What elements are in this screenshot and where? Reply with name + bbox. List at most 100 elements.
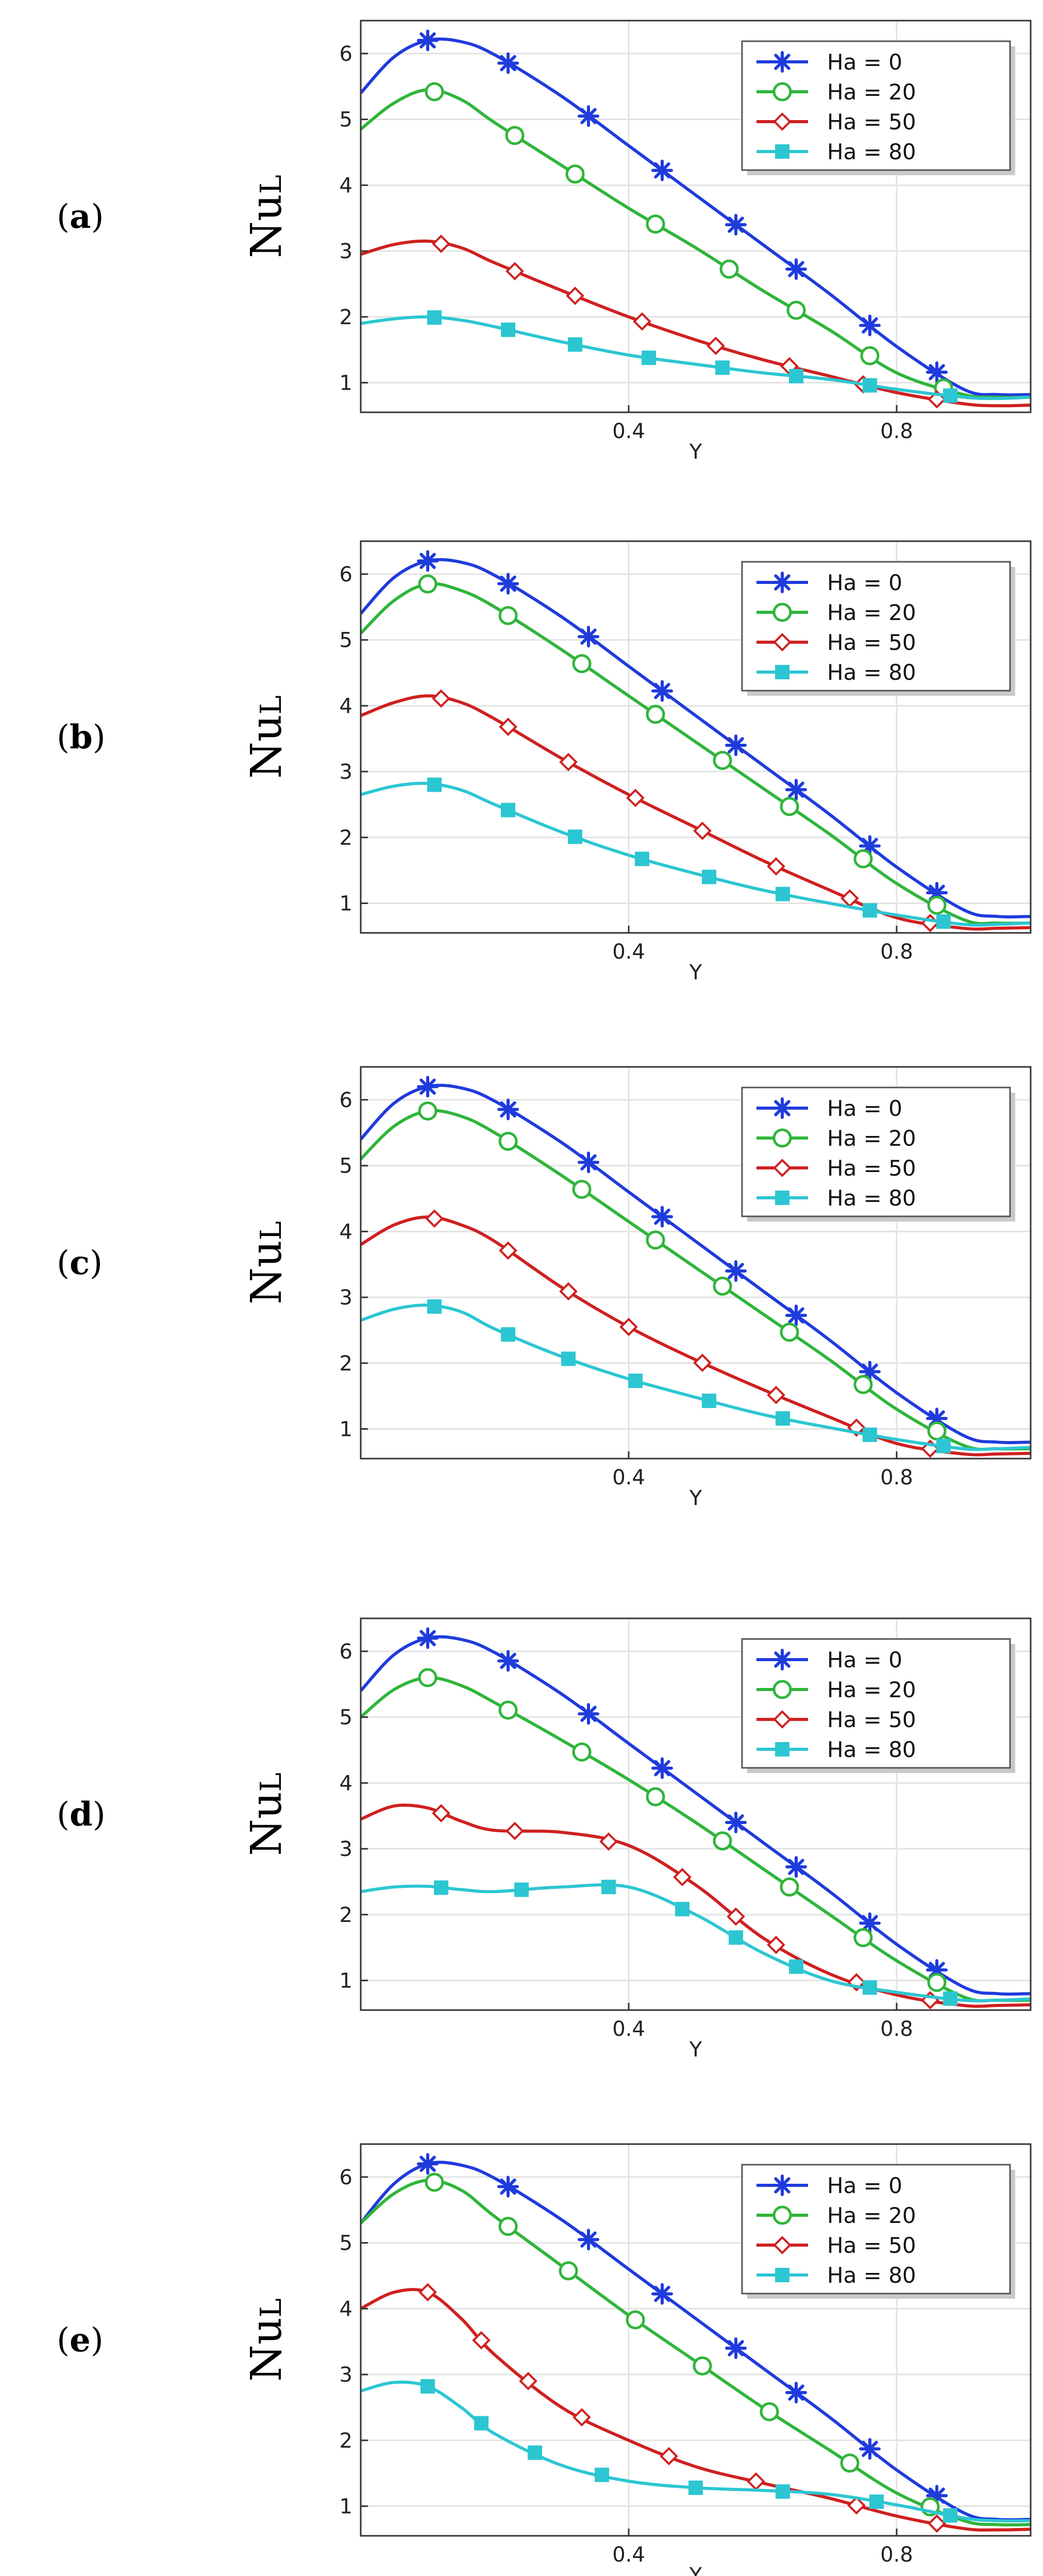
data-point [497,1098,519,1120]
data-point [561,1351,576,1366]
y-tick-label: 6 [340,563,352,587]
data-point [767,1935,785,1954]
data-point [568,829,582,844]
legend-marker [772,2205,792,2225]
legend-marker [771,572,793,593]
data-point [785,2382,807,2404]
data-point [498,1700,518,1720]
legend-entry: Ha = 50 [827,2233,916,2258]
data-point [702,1393,716,1408]
legend-entry: Ha = 20 [827,79,916,105]
data-point [619,1317,638,1336]
data-point [780,1323,799,1342]
data-point [646,214,665,234]
x-tick-label: 0.4 [612,940,645,964]
y-axis-label: NuL [242,1772,291,1856]
data-point [559,2261,578,2281]
data-point [780,1877,799,1897]
data-point [425,1209,444,1228]
series-group [361,1076,1031,1458]
y-tick-label: 2 [340,1352,352,1376]
data-point [572,654,592,674]
y-tick-label: 2 [340,2429,352,2453]
data-point [626,789,645,807]
data-point [693,822,712,840]
data-point [417,29,439,52]
legend-entry: Ha = 0 [827,49,902,75]
data-point [578,2229,599,2251]
data-point [926,361,948,383]
y-axis-label: NuL [242,1221,291,1304]
y-tick-label: 4 [340,694,352,718]
data-point [713,750,732,770]
data-point [633,312,651,331]
data-point [847,2496,866,2515]
data-point [651,1206,673,1228]
y-axis-label: NuL [242,2298,291,2382]
legend-marker [775,1191,789,1205]
data-point [514,1882,529,1897]
legend-marker [771,1649,793,1670]
legend-marker [773,1159,792,1177]
data-point [715,360,730,375]
data-point [651,159,673,181]
panel-label: (e) [57,2321,104,2360]
data-point [928,2514,946,2533]
data-point [927,1972,947,1992]
data-point [785,1304,807,1327]
data-point [497,52,519,74]
data-point [863,1980,877,1995]
data-point [528,2445,542,2460]
data-point [693,1353,712,1372]
data-point [573,2408,591,2427]
axes-frame [360,1617,1032,2011]
data-point [853,849,873,868]
data-point [859,1912,881,1934]
data-point [936,1438,951,1453]
data-point [786,300,806,320]
x-tick-label: 0.4 [612,2543,645,2567]
legend-entry: Ha = 0 [827,1647,902,1672]
data-point [725,734,747,756]
legend-marker [773,633,792,651]
legend-entry: Ha = 80 [827,2263,916,2288]
data-point [789,369,803,383]
data-point [853,1928,873,1947]
data-point [418,2283,437,2302]
y-tick-label: 4 [340,174,352,197]
data-point [501,802,515,817]
data-point [418,574,438,594]
data-point [927,1421,947,1441]
data-point [927,895,947,915]
data-point [785,779,807,801]
y-tick-label: 6 [340,1089,352,1112]
y-tick-label: 1 [340,2495,352,2519]
legend: Ha = 0 Ha = 20 Ha = 50 Ha = 80 [741,40,1015,175]
data-point [578,626,599,648]
panel-label: (d) [57,1795,106,1834]
data-point [572,1180,592,1199]
data-point [651,1757,673,1779]
data-point [565,164,585,184]
y-tick-label: 1 [340,1969,352,1993]
data-point [706,337,725,355]
x-axis-label: Y [689,440,702,464]
data-point [628,1374,643,1389]
legend-marker [773,112,792,131]
data-point [789,1959,803,1974]
x-axis-label: Y [689,2038,702,2062]
series-group [361,2153,1031,2533]
x-axis-label: Y [689,961,702,984]
y-tick-label: 4 [340,2297,352,2321]
legend-entry: Ha = 20 [827,1126,916,1151]
data-point [713,1276,732,1296]
data-point [501,1327,515,1342]
data-point [729,1930,743,1945]
legend-entry: Ha = 0 [827,1096,902,1121]
data-point [519,2372,537,2390]
y-tick-label: 2 [340,306,352,329]
legend-entry: Ha = 80 [827,660,916,685]
data-point [660,2447,678,2466]
